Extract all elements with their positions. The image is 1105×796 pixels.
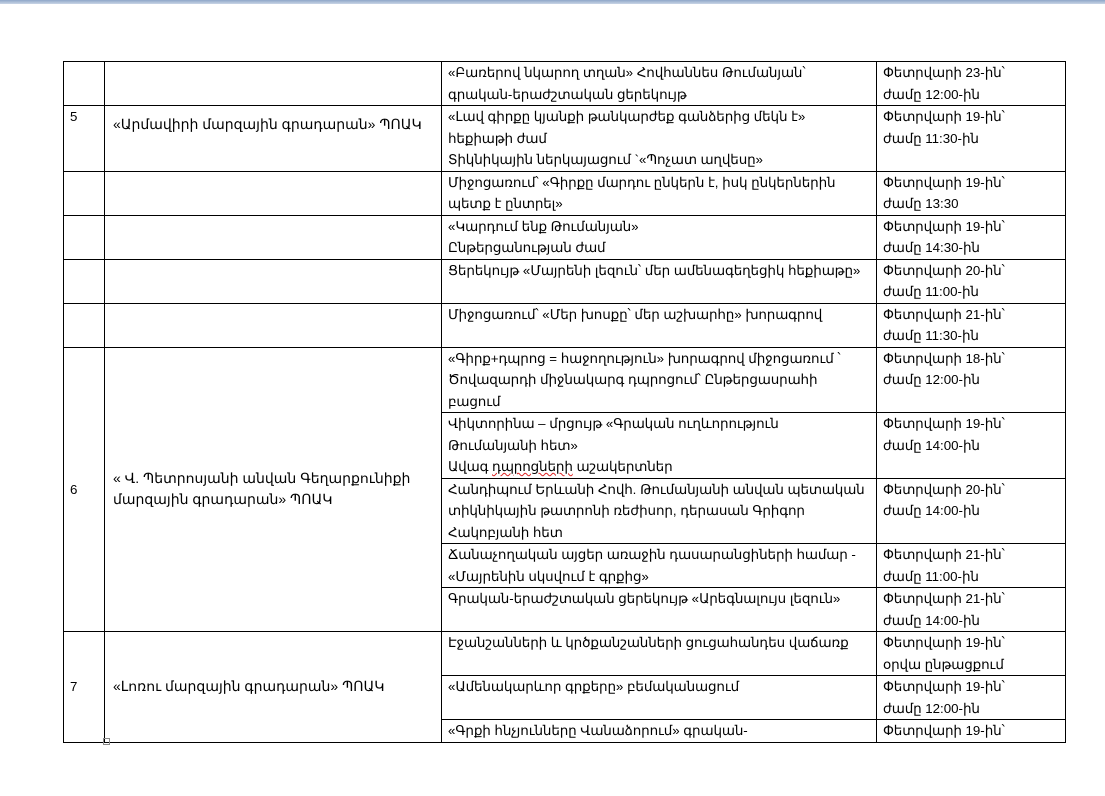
row-number: [63, 214, 105, 260]
date-cell: Փետրվարի 19-ին՝: [876, 719, 1066, 743]
event-time: ժամը 11:00-ին: [883, 284, 979, 299]
date-cell: Փետրվարի 19-ին՝ ժամը 13:30: [876, 170, 1066, 216]
table-row: Ցերեկույթ «Մայրենի լեզուն՝ մեր ամենագեղե…: [63, 258, 1066, 304]
event-cell: Միջոցառում՝ «Գիրքը մարդու ընկերն է, իսկ …: [441, 170, 877, 216]
event-cell: Ճանաչողական այցեր առաջին դասարանցիների հ…: [441, 543, 877, 588]
table-row: Ճանաչողական այցեր առաջին դասարանցիների հ…: [64, 543, 1066, 588]
date-cell: Փետրվարի 19-ին՝ ժամը 14:30-ին: [876, 214, 1066, 260]
event-date: Փետրվարի 19-ին՝: [883, 218, 1005, 234]
event-date: Փետրվարի 20-ին՝: [883, 481, 1005, 497]
date-cell: Փետրվարի 18-ին՝ ժամը 12:00-ին: [876, 346, 1066, 413]
table-row: Միջոցառում՝ «Գիրքը մարդու ընկերն է, իսկ …: [63, 170, 1066, 216]
date-cell: Փետրվարի 21-ին՝ ժամը 14:00-ին: [876, 587, 1066, 632]
event-cell: Էջանշանների և կրծքանշանների ցուցահանդես …: [441, 631, 877, 676]
row-number: 5: [63, 105, 105, 172]
date-cell: Փետրվարի 19-ին՝ ժամը 12:00-ին: [876, 675, 1066, 720]
table-row: Վիկտորինա – մրցույթ «Գրական ուղևորությու…: [64, 412, 1066, 479]
event-time: ժամը 13:30: [883, 196, 959, 211]
event-date: Փետրվարի 18-ին՝: [883, 350, 1005, 366]
event-cell: «Կարդում ենք Թումանյան» Ընթերցանության ժա…: [441, 214, 877, 260]
event-time: ժամը 12:00-ին: [883, 372, 980, 387]
table-row: 6 « Վ. Պետրոսյանի անվան Գեղարքունիքի մար…: [63, 346, 1066, 632]
event-title: Վիկտորինա – մրցույթ «Գրական ուղևորությու…: [448, 416, 779, 453]
event-date: Փետրվարի 19-ին՝: [883, 723, 1005, 738]
table-row: 5 «Արմավիրի մարզային գրադարան» ՊՈԱԿ «Լավ…: [63, 105, 1066, 172]
row-number: [63, 61, 105, 106]
date-cell: Փետրվարի 19-ին՝ ժամը 14:00-ին: [876, 412, 1066, 479]
event-date: Փետրվարի 19-ին՝: [883, 174, 1005, 190]
organization-cell: [104, 214, 442, 260]
event-time: ժամը 14:30-ին: [883, 240, 980, 255]
table-row: «Կարդում ենք Թումանյան» Ընթերցանության ժա…: [63, 214, 1066, 260]
event-date: Փետրվարի 19-ին՝: [883, 679, 1005, 694]
date-cell: Փետրվարի 19-ին՝ օրվա ընթացքում: [876, 631, 1066, 676]
event-title: «Կարդում ենք Թումանյան»: [448, 218, 639, 234]
date-cell: Փետրվարի 21-ին՝ ժամը 11:30-ին: [876, 302, 1066, 348]
date-cell: Փետրվարի 20-ին՝ ժամը 11:00-ին: [876, 258, 1066, 304]
event-cell: Ցերեկույթ «Մայրենի լեզուն՝ մեր ամենագեղե…: [441, 258, 877, 304]
event-cell: Հանդիպում Երևանի Հովհ. Թումանյանի անվան …: [441, 477, 877, 544]
row-number: 6: [63, 346, 105, 632]
event-time: ժամը 14:00-ին: [883, 503, 980, 518]
table-row: Գրական-երաժշտական ցերեկույթ «Արեգնալույս…: [64, 587, 1066, 632]
date-cell: Փետրվարի 21-ին՝ ժամը 11:00-ին: [876, 543, 1066, 588]
table-row: «Գրքի հնչյունները Վանաձորում» գրական- Փե…: [64, 719, 1066, 743]
organization-cell: «Արմավիրի մարզային գրադարան» ՊՈԱԿ: [104, 105, 442, 172]
date-cell: Փետրվարի 23-ին՝ ժամը 12:00-ին: [876, 61, 1066, 106]
event-cell: «Գիրք+դպրոց = հաջողություն» խորագրով միջ…: [441, 346, 877, 413]
event-date: Փետրվարի 19-ին՝: [883, 109, 1005, 124]
event-subtitle: Ավագ դպրոցների աշակերտներ: [448, 456, 870, 477]
event-time: օրվա ընթացքում: [883, 656, 1004, 672]
row-number: [63, 258, 105, 304]
date-cell: Փետրվարի 20-ին՝ ժամը 14:00-ին: [876, 477, 1066, 544]
organization-cell: « Վ. Պետրոսյանի անվան Գեղարքունիքի մարզա…: [104, 346, 442, 632]
event-cell: «Լավ գիրքը կյանքի թանկարժեք գանձերից մեկ…: [441, 105, 877, 172]
organization-cell: [104, 302, 442, 348]
event-date: Փետրվարի 20-ին՝: [883, 262, 1005, 278]
event-time: ժամը 12:00-ին: [883, 86, 980, 102]
window-top-border: [0, 0, 1105, 4]
event-time: ժամը 14:00-ին: [883, 612, 980, 628]
event-time: ժամը 12:00-ին: [883, 700, 980, 716]
table-row: Միջոցառում՝ «Մեր խոսքը՝ մեր աշխարհը» խոր…: [63, 302, 1066, 348]
event-time: ժամը 11:00-ին: [883, 568, 979, 584]
organization-cell: [104, 258, 442, 304]
row-number: 7: [63, 631, 105, 743]
event-date: Փետրվարի 21-ին՝: [883, 306, 1005, 322]
event-time: ժամը 14:00-ին: [883, 437, 980, 453]
event-date: Փետրվարի 21-ին՝: [883, 591, 1005, 606]
event-date: Փետրվարի 19-ին՝: [883, 635, 1005, 650]
organization-cell: [104, 61, 442, 106]
event-cell: Գրական-երաժշտական ցերեկույթ «Արեգնալույս…: [441, 587, 877, 632]
event-cell: «Ամենակարևոր գրքերը» բեմականացում: [441, 675, 877, 720]
event-time: ժամը 11:30-ին: [883, 130, 979, 146]
spellcheck-word: դպրոցների: [492, 459, 573, 474]
organization-cell: [104, 170, 442, 216]
organization-cell: «Լոռու մարզային գրադարան» ՊՈԱԿ: [104, 631, 442, 743]
table-row: «Բառերով նկարող տղան» Հովհաննես Թումանյա…: [63, 61, 1066, 106]
event-subtitle: Տիկնիկային ներկայացում `«Պոչատ աղվեսը»: [448, 152, 763, 167]
event-time: ժամը 11:30-ին: [883, 328, 979, 343]
text: Ավագ: [448, 459, 493, 474]
event-cell: Միջոցառում՝ «Մեր խոսքը՝ մեր աշխարհը» խոր…: [441, 302, 877, 348]
table-resize-handle[interactable]: [103, 738, 110, 745]
date-cell: Փետրվարի 19-ին՝ ժամը 11:30-ին: [876, 105, 1066, 172]
event-date: Փետրվարի 19-ին՝: [883, 416, 1005, 431]
text: աշակերտներ: [572, 459, 673, 474]
row-number: [63, 170, 105, 216]
event-cell: «Գրքի հնչյունները Վանաձորում» գրական-: [441, 719, 877, 743]
table-row: 7 «Լոռու մարզային գրադարան» ՊՈԱԿ Էջանշան…: [63, 631, 1066, 743]
event-subtitle: Ընթերցանության ժամ: [448, 240, 606, 255]
row-number: [63, 302, 105, 348]
event-cell: «Բառերով նկարող տղան» Հովհաննես Թումանյա…: [441, 61, 877, 106]
event-date: Փետրվարի 23-ին՝: [883, 65, 1005, 80]
event-cell: Վիկտորինա – մրցույթ «Գրական ուղևորությու…: [441, 412, 877, 479]
event-title: «Լավ գիրքը կյանքի թանկարժեք գանձերից մեկ…: [448, 109, 806, 146]
events-table: «Բառերով նկարող տղան» Հովհաննես Թումանյա…: [63, 61, 1066, 743]
table-row: «Ամենակարևոր գրքերը» բեմականացում Փետրվա…: [64, 675, 1066, 720]
event-date: Փետրվարի 21-ին՝: [883, 547, 1005, 562]
table-row: Հանդիպում Երևանի Հովհ. Թումանյանի անվան …: [64, 477, 1066, 544]
